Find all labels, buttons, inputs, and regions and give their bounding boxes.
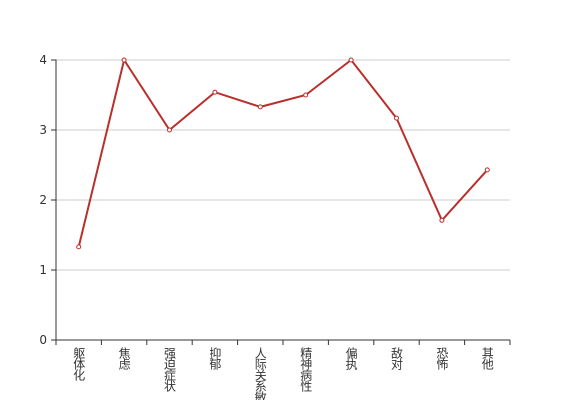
point	[212, 89, 218, 95]
x-tick-label: 躯体化	[72, 346, 86, 382]
x-tick-label: 偏执	[344, 346, 358, 371]
point	[257, 104, 263, 110]
x-tick-label: 敌对	[390, 346, 404, 370]
y-tick-label: 2	[39, 193, 47, 207]
y-tick-label: 1	[39, 263, 47, 277]
x-tick-label: 精神病性	[299, 347, 313, 393]
x-tick-label: 其他	[480, 347, 494, 370]
point	[484, 167, 490, 173]
x-tick-label: 抑郁	[208, 346, 222, 371]
x-tick-label: 强迫症状	[163, 347, 177, 392]
y-tick-label: 4	[39, 53, 47, 67]
y-tick-label: 3	[39, 123, 47, 137]
point	[348, 57, 354, 63]
line	[77, 57, 489, 248]
x-tick-label: 恐怖	[435, 347, 449, 370]
point	[303, 92, 309, 98]
point	[394, 115, 399, 121]
point	[439, 217, 445, 223]
point	[121, 57, 127, 63]
point	[76, 244, 82, 250]
x-tick-label: 焦虑	[117, 347, 131, 370]
x-tick-label: 人际关系敏感	[253, 347, 267, 400]
y-tick-label: 0	[39, 333, 47, 347]
point	[167, 127, 172, 133]
